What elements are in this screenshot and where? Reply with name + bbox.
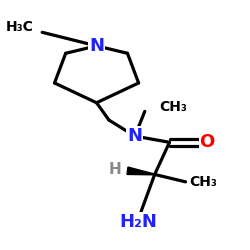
Polygon shape — [127, 167, 155, 175]
Text: N: N — [89, 37, 104, 55]
Text: H₃C: H₃C — [6, 20, 34, 34]
Text: N: N — [128, 127, 142, 145]
Text: H: H — [108, 162, 121, 177]
Text: O: O — [200, 133, 215, 151]
Text: CH₃: CH₃ — [160, 100, 188, 114]
Text: H₂N: H₂N — [120, 213, 158, 231]
Text: CH₃: CH₃ — [189, 175, 217, 189]
